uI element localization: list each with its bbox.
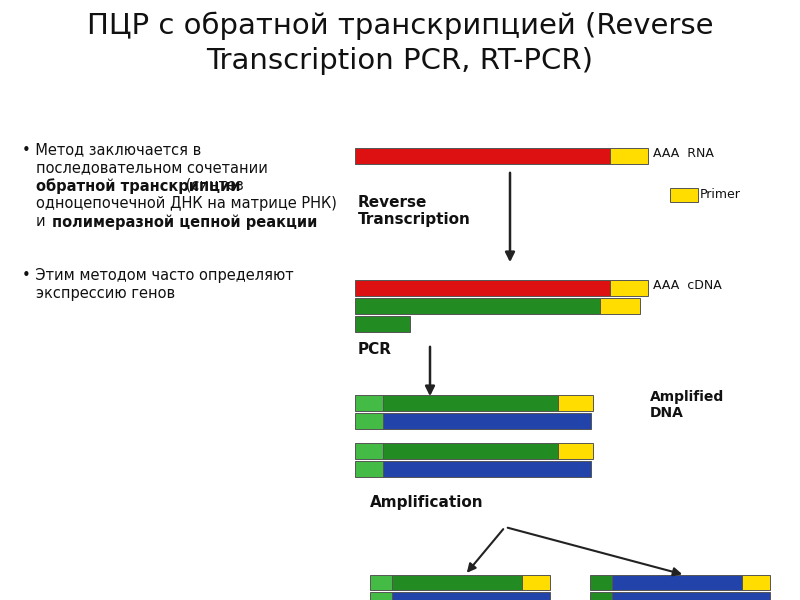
Text: экспрессию генов: экспрессию генов [36, 286, 175, 301]
Text: (синтез: (синтез [181, 178, 244, 193]
Bar [383, 413, 591, 429]
Text: Reverse
Transcription: Reverse Transcription [358, 195, 471, 227]
Bar [742, 575, 770, 590]
Text: AAA  RNA: AAA RNA [653, 147, 714, 160]
Bar [370, 592, 392, 600]
Bar [590, 592, 612, 600]
Text: последовательном сочетании: последовательном сочетании [36, 160, 268, 175]
Bar [392, 592, 550, 600]
Bar [612, 592, 770, 600]
Bar [612, 575, 742, 590]
Bar [383, 461, 591, 477]
Bar [355, 461, 383, 477]
Text: ПЦР с обратной транскрипцией (Reverse
Transcription PCR, RT-PCR): ПЦР с обратной транскрипцией (Reverse Tr… [86, 12, 714, 75]
Bar [355, 280, 610, 296]
Bar [558, 395, 593, 411]
Bar [522, 575, 550, 590]
Bar [670, 188, 698, 202]
Bar [355, 395, 383, 411]
Bar [610, 148, 648, 164]
Bar [590, 575, 612, 590]
Bar [383, 395, 558, 411]
Bar [355, 298, 600, 314]
Text: Amplification: Amplification [370, 495, 484, 510]
Text: • Метод заключается в: • Метод заключается в [22, 142, 202, 157]
Bar [392, 575, 522, 590]
Bar [355, 413, 383, 429]
Text: полимеразной цепной реакции: полимеразной цепной реакции [52, 214, 318, 229]
Bar [610, 280, 648, 296]
Text: • Этим методом часто определяют: • Этим методом часто определяют [22, 268, 294, 283]
Bar [558, 443, 593, 459]
Bar [600, 298, 640, 314]
Bar [383, 443, 558, 459]
Bar [355, 148, 610, 164]
Text: и: и [36, 214, 50, 229]
Text: одноцепочечной ДНК на матрице РНК): одноцепочечной ДНК на матрице РНК) [36, 196, 337, 211]
Text: Primer: Primer [700, 188, 741, 201]
Bar [355, 443, 383, 459]
Bar [370, 575, 392, 590]
Text: PCR: PCR [358, 342, 392, 357]
Text: Amplified
DNA: Amplified DNA [650, 390, 724, 420]
Text: обратной транскрипции: обратной транскрипции [36, 178, 241, 194]
Bar [355, 316, 410, 332]
Text: AAA  cDNA: AAA cDNA [653, 279, 722, 292]
